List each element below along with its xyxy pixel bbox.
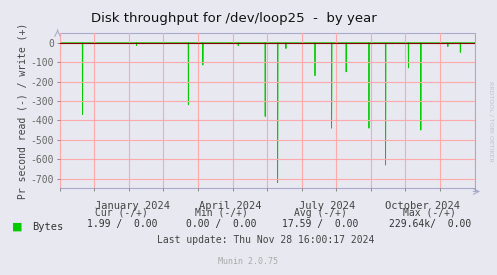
Text: 0.00 /  0.00: 0.00 / 0.00 (186, 219, 256, 229)
Text: Disk throughput for /dev/loop25  -  by year: Disk throughput for /dev/loop25 - by yea… (91, 12, 376, 25)
Text: Last update: Thu Nov 28 16:00:17 2024: Last update: Thu Nov 28 16:00:17 2024 (157, 235, 375, 245)
Text: Avg (-/+): Avg (-/+) (294, 208, 347, 218)
Text: RRDTOOL / TOBI OETIKER: RRDTOOL / TOBI OETIKER (488, 81, 493, 161)
Text: Max (-/+): Max (-/+) (404, 208, 456, 218)
Text: 229.64k/  0.00: 229.64k/ 0.00 (389, 219, 471, 229)
Text: Cur (-/+): Cur (-/+) (95, 208, 148, 218)
Text: Munin 2.0.75: Munin 2.0.75 (219, 257, 278, 266)
Text: October 2024: October 2024 (385, 201, 460, 211)
Text: July 2024: July 2024 (299, 201, 355, 211)
Text: ■: ■ (12, 222, 23, 232)
Text: January 2024: January 2024 (95, 201, 170, 211)
Y-axis label: Pr second read (-) / write (+): Pr second read (-) / write (+) (18, 23, 28, 199)
Bar (60, 33, 475, 188)
Text: Bytes: Bytes (32, 222, 64, 232)
Text: 17.59 /  0.00: 17.59 / 0.00 (282, 219, 359, 229)
Text: April 2024: April 2024 (198, 201, 261, 211)
Text: Min (-/+): Min (-/+) (195, 208, 248, 218)
Text: 1.99 /  0.00: 1.99 / 0.00 (86, 219, 157, 229)
